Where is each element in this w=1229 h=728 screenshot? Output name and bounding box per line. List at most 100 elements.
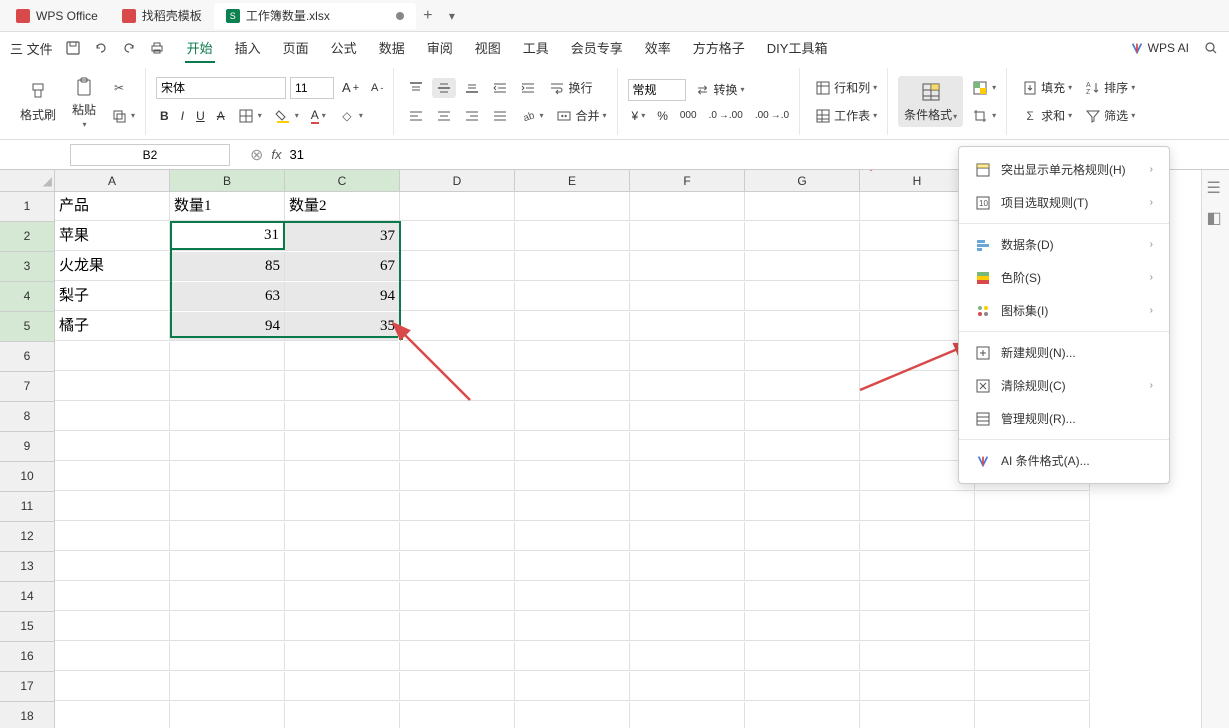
col-header[interactable]: D	[400, 170, 515, 192]
bold-button[interactable]: B	[156, 107, 173, 125]
cell[interactable]	[630, 222, 745, 251]
fill-handle[interactable]	[398, 335, 404, 341]
row-header[interactable]: 7	[0, 372, 55, 402]
sidebar-icon-2[interactable]: ◧	[1207, 208, 1225, 226]
cell[interactable]	[55, 342, 170, 371]
cell[interactable]	[630, 702, 745, 728]
cell[interactable]	[55, 372, 170, 401]
cell[interactable]: 63	[170, 282, 285, 311]
row-header[interactable]: 9	[0, 432, 55, 462]
row-header[interactable]: 18	[0, 702, 55, 728]
tab-diy[interactable]: DIY工具箱	[765, 34, 830, 63]
cell[interactable]	[55, 402, 170, 431]
cell[interactable]	[975, 492, 1090, 521]
merge-button[interactable]: 合并▾	[551, 105, 610, 127]
underline-button[interactable]: U	[192, 107, 209, 125]
format-button[interactable]: ▾	[967, 105, 1000, 127]
cell[interactable]: 31	[170, 222, 285, 251]
cell[interactable]	[975, 552, 1090, 581]
cell[interactable]	[630, 192, 745, 221]
cell[interactable]	[745, 252, 860, 281]
font-size-select[interactable]	[290, 77, 334, 99]
cell[interactable]: 85	[170, 252, 285, 281]
tab-ffgz[interactable]: 方方格子	[691, 34, 747, 63]
cell[interactable]	[745, 612, 860, 641]
cell[interactable]	[515, 672, 630, 701]
cell[interactable]	[630, 612, 745, 641]
filter-button[interactable]: 筛选▾	[1080, 105, 1139, 127]
cell[interactable]	[400, 552, 515, 581]
comma-button[interactable]: 000	[676, 108, 701, 123]
cell[interactable]: 67	[285, 252, 400, 281]
cond-format-button[interactable]: 条件格式▾	[898, 76, 963, 127]
cell[interactable]	[285, 672, 400, 701]
cell[interactable]	[515, 552, 630, 581]
cell[interactable]	[745, 372, 860, 401]
cell[interactable]	[515, 222, 630, 251]
undo-icon[interactable]	[91, 38, 111, 58]
cell[interactable]	[745, 312, 860, 341]
orientation-button[interactable]: ab▾	[516, 106, 547, 126]
cell[interactable]	[630, 642, 745, 671]
format-painter-button[interactable]: 格式刷	[14, 76, 62, 127]
increase-font-button[interactable]: A+	[338, 78, 363, 97]
cell[interactable]: 产品	[55, 192, 170, 221]
dropdown-item[interactable]: 突出显示单元格规则(H)›	[959, 153, 1169, 186]
sidebar-icon-1[interactable]: ☰	[1207, 178, 1225, 196]
cell[interactable]	[285, 702, 400, 728]
cell[interactable]	[745, 522, 860, 551]
cell[interactable]	[285, 522, 400, 551]
fx-icon[interactable]: fx	[271, 147, 281, 162]
cell[interactable]	[400, 522, 515, 551]
rowcol-button[interactable]: 行和列▾	[810, 77, 881, 99]
cell[interactable]	[400, 192, 515, 221]
cell[interactable]	[745, 402, 860, 431]
cell[interactable]	[170, 582, 285, 611]
cell[interactable]: 火龙果	[55, 252, 170, 281]
cell[interactable]	[745, 702, 860, 728]
cell[interactable]	[55, 672, 170, 701]
cell[interactable]	[630, 432, 745, 461]
cell[interactable]	[400, 342, 515, 371]
cell[interactable]	[170, 432, 285, 461]
indent-inc-button[interactable]	[516, 78, 540, 98]
dropdown-item[interactable]: 10项目选取规则(T)›	[959, 186, 1169, 219]
cell[interactable]	[285, 462, 400, 491]
convert-button[interactable]: ⇄转换▾	[690, 79, 749, 101]
cell[interactable]	[285, 402, 400, 431]
cell[interactable]	[285, 372, 400, 401]
align-top-button[interactable]	[404, 78, 428, 98]
cell[interactable]	[745, 342, 860, 371]
spreadsheet-grid[interactable]: ◢ABCDEFGHI1产品数量1数量22苹果31373火龙果85674梨子639…	[0, 170, 1090, 728]
clear-format-button[interactable]: ◇▾	[334, 105, 367, 127]
cell[interactable]	[745, 582, 860, 611]
cell[interactable]	[745, 462, 860, 491]
decrease-font-button[interactable]: A-	[367, 80, 387, 96]
cell[interactable]: 苹果	[55, 222, 170, 251]
dropdown-item[interactable]: 图标集(I)›	[959, 294, 1169, 327]
cell[interactable]	[285, 552, 400, 581]
search-icon[interactable]	[1201, 38, 1221, 58]
tab-efficiency[interactable]: 效率	[643, 34, 673, 63]
align-left-button[interactable]	[404, 106, 428, 126]
cell[interactable]	[515, 252, 630, 281]
col-header[interactable]: F	[630, 170, 745, 192]
tab-review[interactable]: 审阅	[425, 34, 455, 63]
cell[interactable]	[515, 522, 630, 551]
cell[interactable]	[745, 492, 860, 521]
tab-tools[interactable]: 工具	[521, 34, 551, 63]
row-header[interactable]: 17	[0, 672, 55, 702]
cell[interactable]	[400, 432, 515, 461]
cell[interactable]	[515, 342, 630, 371]
fill-color-button[interactable]: ▾	[270, 105, 303, 127]
cell[interactable]	[515, 492, 630, 521]
cell[interactable]	[745, 672, 860, 701]
styles-button[interactable]: ▾	[967, 77, 1000, 99]
cell[interactable]	[515, 612, 630, 641]
row-header[interactable]: 5	[0, 312, 55, 342]
cell[interactable]	[55, 702, 170, 728]
cell[interactable]	[400, 402, 515, 431]
dropdown-item[interactable]: 新建规则(N)...	[959, 336, 1169, 369]
row-header[interactable]: 11	[0, 492, 55, 522]
tab-start[interactable]: 开始	[185, 34, 215, 63]
